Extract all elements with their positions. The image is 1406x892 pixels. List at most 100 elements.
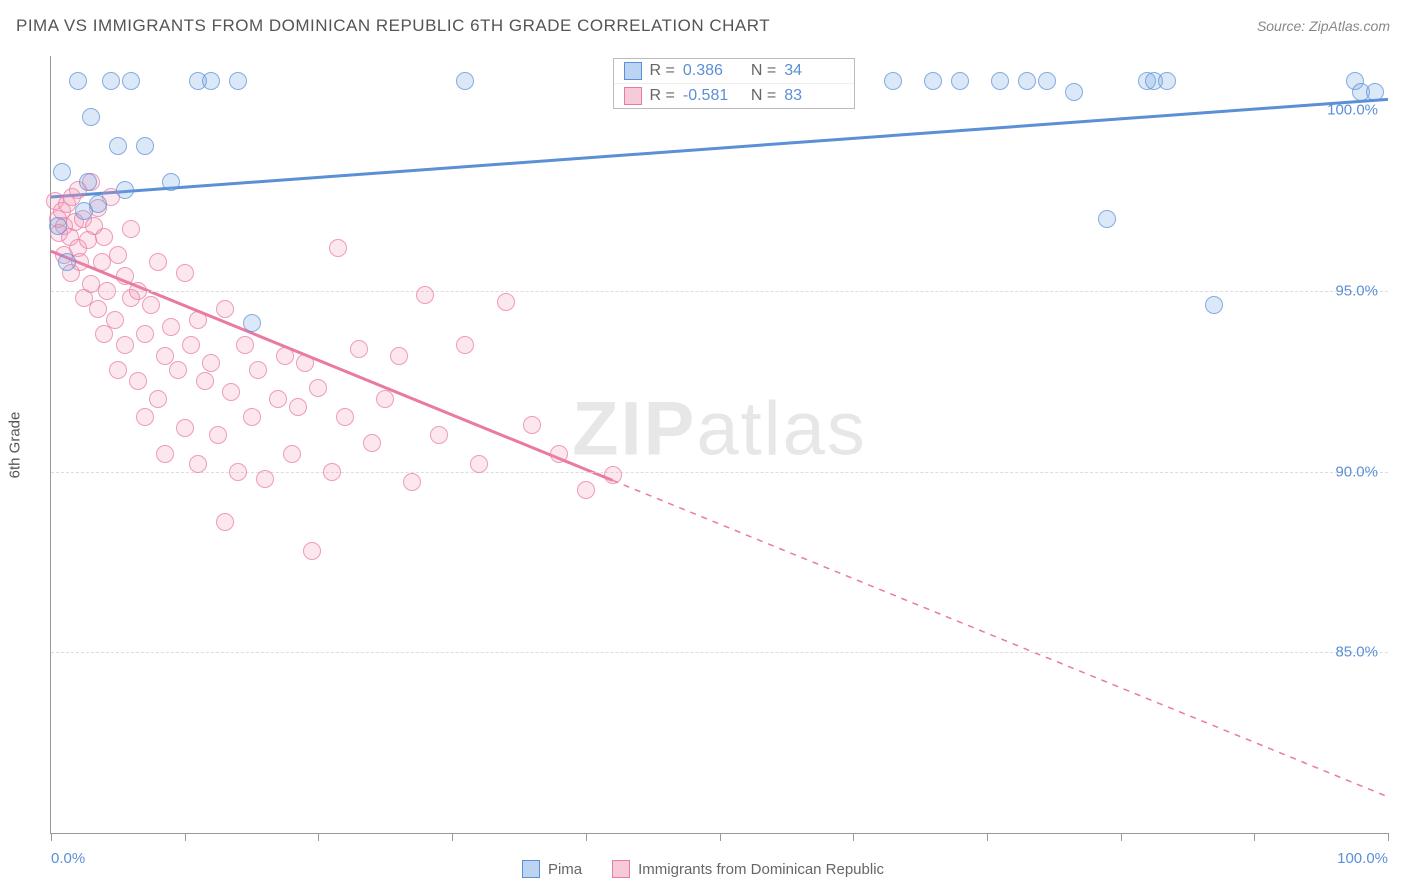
data-point-pink — [363, 434, 381, 452]
data-point-blue — [58, 253, 76, 271]
data-point-pink — [303, 542, 321, 560]
data-point-pink — [122, 220, 140, 238]
data-point-pink — [269, 390, 287, 408]
data-point-blue — [1065, 83, 1083, 101]
data-point-pink — [89, 300, 107, 318]
data-point-pink — [309, 379, 327, 397]
data-point-pink — [336, 408, 354, 426]
data-point-blue — [116, 181, 134, 199]
x-tick — [853, 833, 854, 841]
data-point-blue — [991, 72, 1009, 90]
source-label: Source: ZipAtlas.com — [1257, 18, 1390, 34]
data-point-blue — [1205, 296, 1223, 314]
data-point-pink — [376, 390, 394, 408]
data-point-pink — [129, 282, 147, 300]
data-point-blue — [136, 137, 154, 155]
y-axis-label: 6th Grade — [7, 411, 24, 478]
gridline — [51, 291, 1388, 292]
data-point-blue — [89, 195, 107, 213]
data-point-pink — [329, 239, 347, 257]
data-point-pink — [289, 398, 307, 416]
data-point-pink — [256, 470, 274, 488]
data-point-blue — [1366, 83, 1384, 101]
n-label: N = — [751, 87, 776, 105]
data-point-pink — [350, 340, 368, 358]
x-tick — [987, 833, 988, 841]
y-tick-label: 90.0% — [1335, 463, 1378, 480]
data-point-blue — [1018, 72, 1036, 90]
data-point-blue — [122, 72, 140, 90]
y-tick-label: 100.0% — [1327, 102, 1378, 119]
data-point-pink — [109, 246, 127, 264]
data-point-pink — [497, 293, 515, 311]
r-label: R = — [650, 87, 675, 105]
data-point-pink — [189, 455, 207, 473]
legend-item-blue: Pima — [522, 860, 582, 878]
data-point-pink — [136, 325, 154, 343]
data-point-pink — [430, 426, 448, 444]
data-point-pink — [196, 372, 214, 390]
r-value: 0.386 — [683, 62, 743, 80]
data-point-pink — [149, 253, 167, 271]
swatch-blue — [624, 62, 642, 80]
data-point-pink — [296, 354, 314, 372]
data-point-pink — [222, 383, 240, 401]
data-point-pink — [182, 336, 200, 354]
legend-label: Immigrants from Dominican Republic — [638, 861, 884, 878]
chart-title: PIMA VS IMMIGRANTS FROM DOMINICAN REPUBL… — [16, 16, 770, 36]
stats-row-blue: R =0.386N =34 — [614, 59, 855, 83]
data-point-pink — [129, 372, 147, 390]
data-point-pink — [202, 354, 220, 372]
x-tick — [1388, 833, 1389, 841]
data-point-pink — [142, 296, 160, 314]
data-point-pink — [216, 513, 234, 531]
data-point-pink — [249, 361, 267, 379]
r-label: R = — [650, 62, 675, 80]
data-point-pink — [98, 282, 116, 300]
stats-row-pink: R = -0.581 N = 83 — [614, 83, 855, 108]
watermark-atlas: atlas — [696, 386, 867, 471]
r-value: -0.581 — [683, 87, 743, 105]
data-point-pink — [604, 466, 622, 484]
trendline-pink-dashed — [613, 480, 1388, 797]
watermark: ZIPatlas — [572, 385, 867, 472]
y-tick-label: 95.0% — [1335, 282, 1378, 299]
data-point-pink — [236, 336, 254, 354]
data-point-pink — [403, 473, 421, 491]
data-point-pink — [162, 318, 180, 336]
data-point-pink — [95, 228, 113, 246]
x-tick — [586, 833, 587, 841]
data-point-pink — [109, 361, 127, 379]
y-tick-label: 85.0% — [1335, 644, 1378, 661]
data-point-pink — [169, 361, 187, 379]
data-point-blue — [49, 217, 67, 235]
trendlines-svg — [51, 56, 1388, 833]
data-point-pink — [176, 264, 194, 282]
legend-item-pink: Immigrants from Dominican Republic — [612, 860, 884, 878]
gridline — [51, 472, 1388, 473]
data-point-pink — [216, 300, 234, 318]
data-point-pink — [156, 347, 174, 365]
x-tick — [1254, 833, 1255, 841]
data-point-pink — [416, 286, 434, 304]
data-point-pink — [116, 267, 134, 285]
swatch-pink — [624, 87, 642, 105]
data-point-pink — [577, 481, 595, 499]
data-point-blue — [109, 137, 127, 155]
data-point-blue — [102, 72, 120, 90]
gridline — [51, 652, 1388, 653]
x-tick — [185, 833, 186, 841]
data-point-pink — [276, 347, 294, 365]
data-point-pink — [550, 445, 568, 463]
data-point-blue — [69, 72, 87, 90]
data-point-pink — [149, 390, 167, 408]
n-value: 83 — [784, 87, 844, 105]
data-point-pink — [283, 445, 301, 463]
legend: Pima Immigrants from Dominican Republic — [0, 860, 1406, 878]
data-point-pink — [156, 445, 174, 463]
n-label: N = — [751, 62, 776, 80]
x-tick — [318, 833, 319, 841]
data-point-pink — [390, 347, 408, 365]
data-point-blue — [1098, 210, 1116, 228]
data-point-pink — [116, 336, 134, 354]
